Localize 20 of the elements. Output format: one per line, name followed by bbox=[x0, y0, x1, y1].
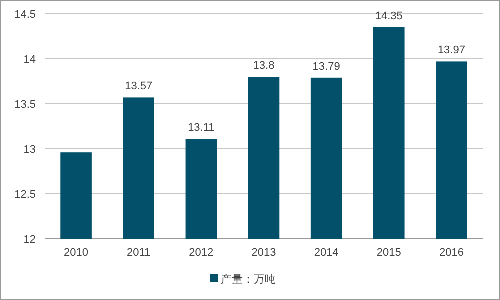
x-tick-label: 2013 bbox=[252, 247, 276, 259]
x-tick-label: 2016 bbox=[439, 247, 464, 259]
data-label: 13.11 bbox=[188, 122, 215, 134]
x-tick-label: 2011 bbox=[127, 247, 151, 259]
x-tick-label: 2015 bbox=[376, 247, 402, 259]
y-tick-label: 12 bbox=[24, 234, 36, 246]
y-tick-label: 12.5 bbox=[14, 188, 36, 201]
legend-label: 产量：万吨 bbox=[221, 272, 276, 286]
y-tick-label: 13 bbox=[24, 144, 36, 156]
x-tick-label: 2012 bbox=[189, 247, 214, 259]
x-tick-label: 2014 bbox=[314, 247, 339, 259]
data-label: 13.79 bbox=[312, 60, 340, 73]
y-tick-label: 14 bbox=[24, 54, 36, 66]
data-label: 13.97 bbox=[438, 44, 466, 57]
data-label: 14.35 bbox=[375, 10, 403, 22]
y-tick-label: 13.5 bbox=[14, 98, 36, 111]
data-label: 13.8 bbox=[253, 60, 275, 72]
data-label: 13.57 bbox=[125, 80, 153, 93]
y-tick-label: 14.5 bbox=[14, 8, 36, 21]
x-tick-label: 2010 bbox=[64, 247, 89, 259]
